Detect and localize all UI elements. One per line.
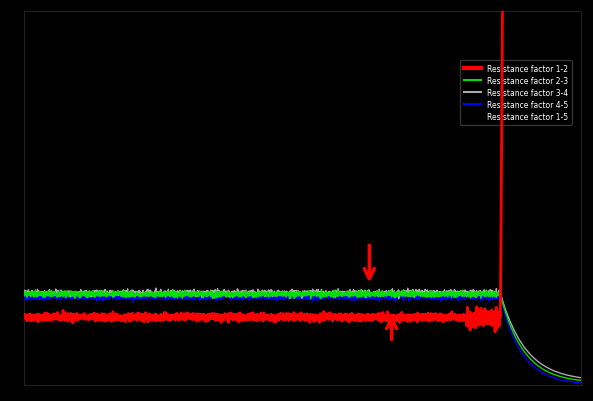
Legend: Resistance factor 1-2, Resistance factor 2-3, Resistance factor 3-4, Resistance : Resistance factor 1-2, Resistance factor… xyxy=(460,61,572,125)
